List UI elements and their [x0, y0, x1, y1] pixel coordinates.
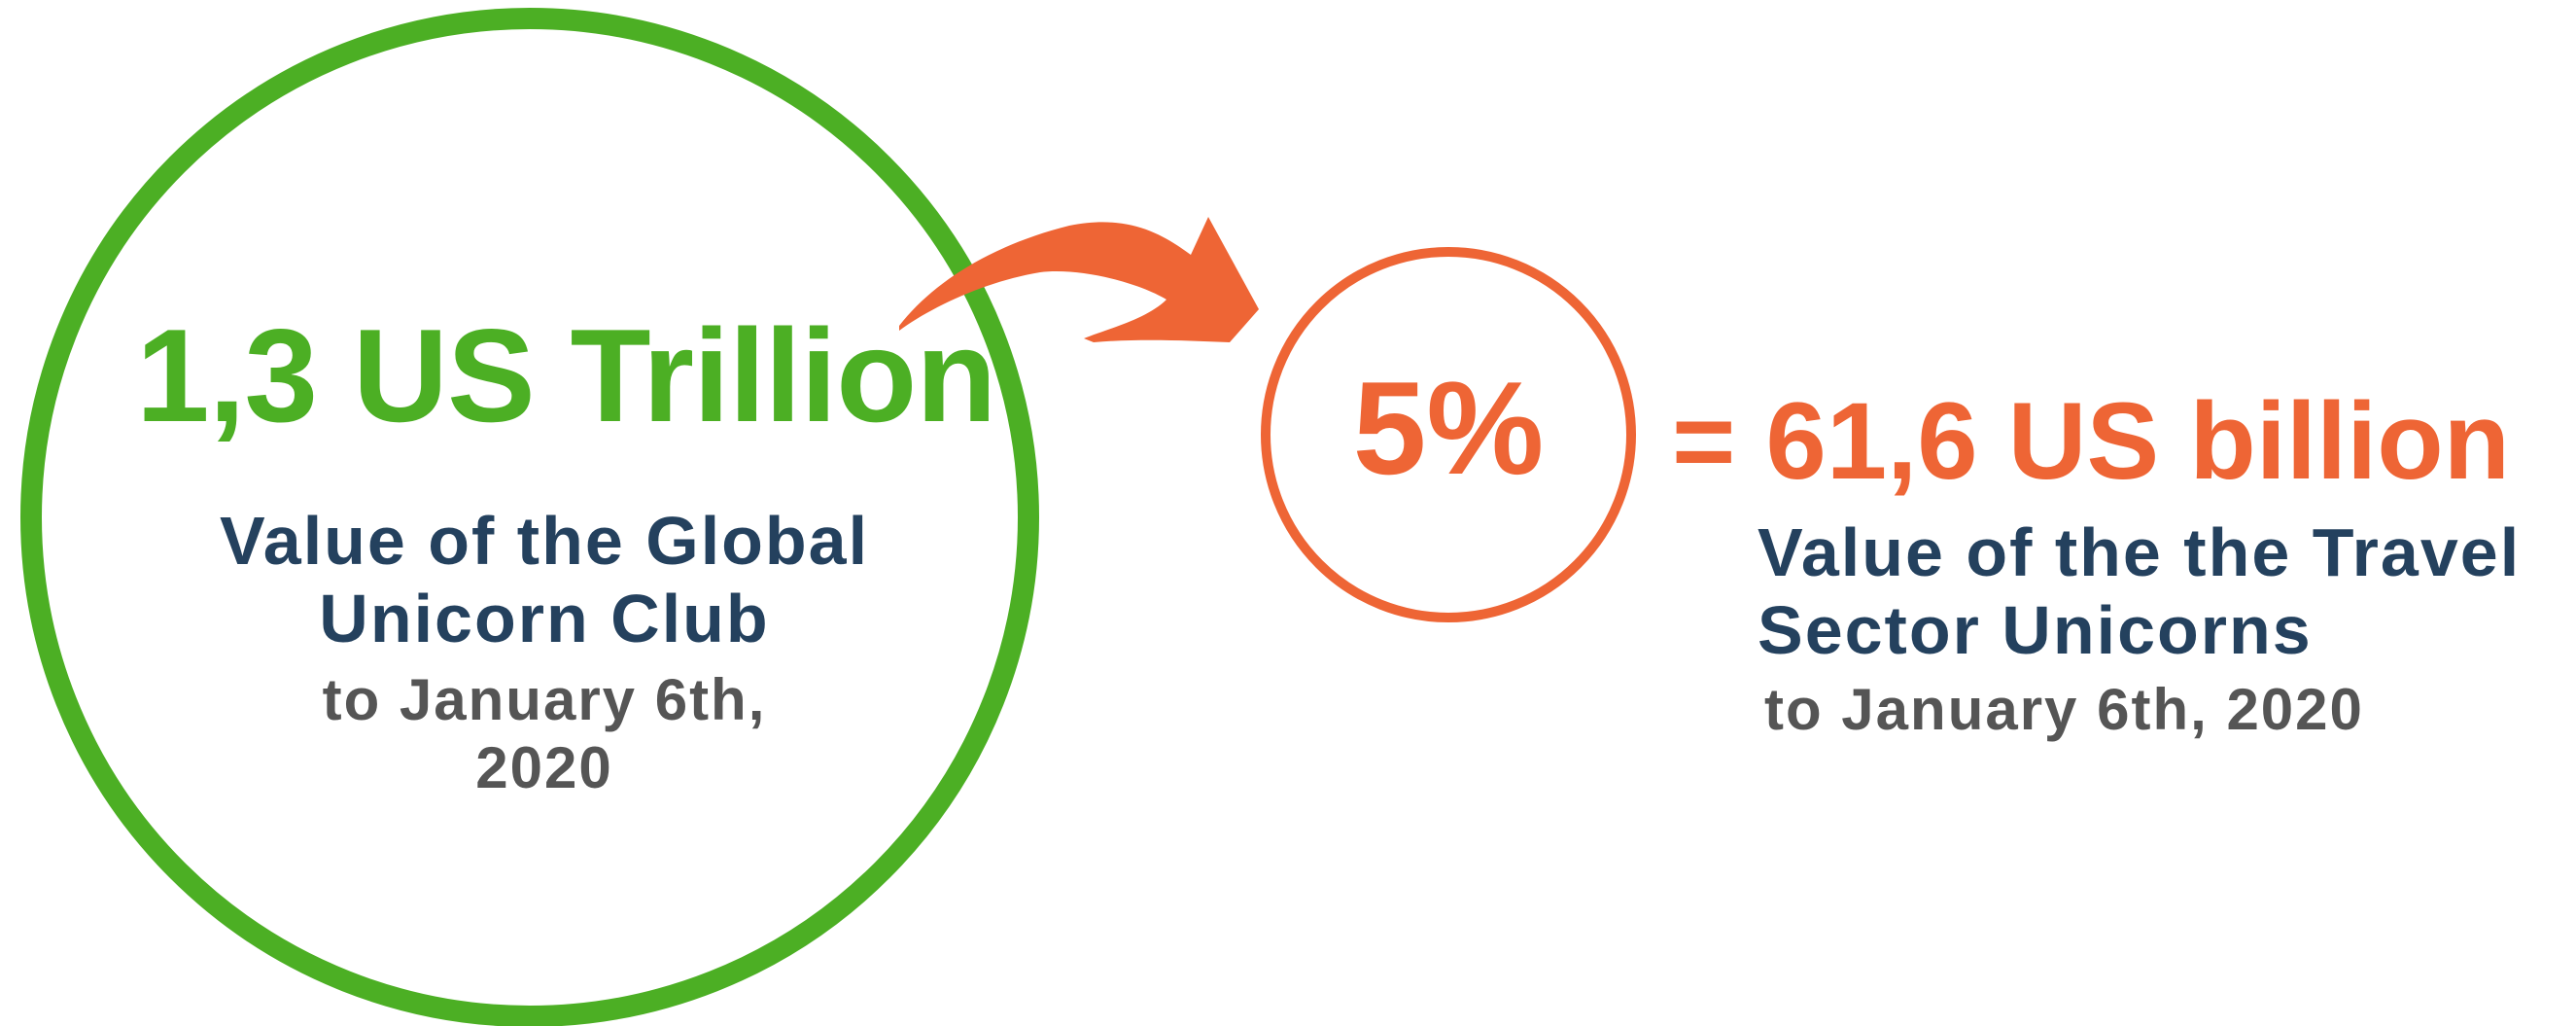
- global-value-date-line2: 2020: [475, 735, 613, 800]
- curved-arrow-icon: [899, 217, 1259, 342]
- global-value-date-line1: to January 6th,: [322, 667, 767, 732]
- travel-value-date: to January 6th, 2020: [1764, 677, 2364, 742]
- travel-share-percent: 5%: [1352, 354, 1545, 502]
- travel-value-headline: = 61,6 US billion: [1672, 380, 2511, 502]
- travel-value-label-line1: Value of the the Travel: [1758, 514, 2522, 590]
- global-value-label-line1: Value of the Global: [219, 503, 870, 579]
- large-green-circle: [20, 8, 1039, 1026]
- small-orange-circle: [1261, 247, 1636, 622]
- global-value-label-line2: Unicorn Club: [319, 581, 770, 656]
- travel-value-label-line2: Sector Unicorns: [1758, 592, 2313, 668]
- global-value-headline: 1,3 US Trillion: [136, 301, 996, 449]
